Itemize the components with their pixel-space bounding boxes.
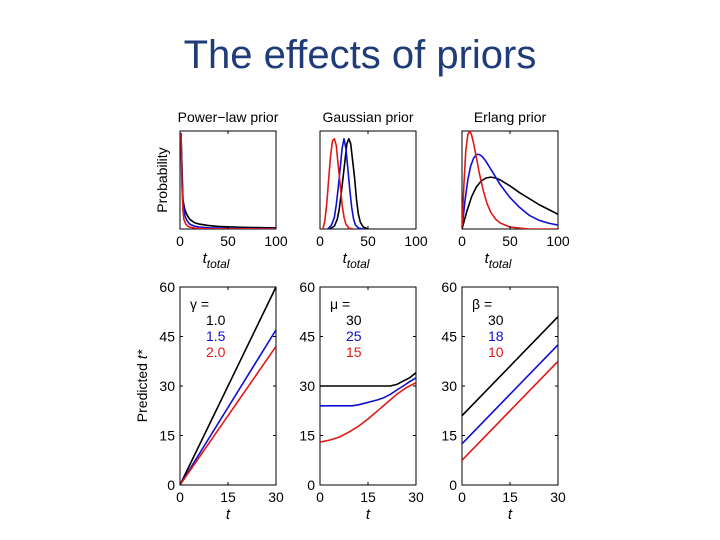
slide-title: The effects of priors — [183, 33, 537, 77]
y-tick-label: 45 — [159, 329, 175, 345]
x-tick-label: 15 — [360, 489, 376, 505]
legend-title: γ = — [190, 296, 209, 312]
y-axis-label: Probability — [154, 147, 170, 212]
series-group — [320, 372, 416, 443]
legend-entry: 15 — [346, 344, 362, 360]
y-tick-label: 60 — [299, 279, 315, 295]
x-axis-label: t — [508, 506, 513, 523]
x-tick-label: 0 — [458, 233, 466, 249]
powerlaw-prediction-chart: 0 15 30 0 15 30 45 60 t Predicted t* γ =1.01.52.0 — [134, 279, 284, 523]
series-line-red — [462, 360, 558, 461]
x-axis-label: ttotal — [485, 250, 512, 271]
x-tick-label: 0 — [176, 233, 184, 249]
legend-entry: 2.0 — [206, 344, 226, 360]
series-group — [462, 316, 558, 461]
y-tick-label: 30 — [299, 378, 315, 394]
x-axis-label: t — [366, 506, 371, 523]
y-tick-label: 15 — [299, 428, 315, 444]
series-line-blue — [180, 329, 276, 485]
y-tick-label: 45 — [299, 329, 315, 345]
series-line-blue — [462, 344, 558, 445]
y-tick-label: 15 — [159, 428, 175, 444]
x-tick-label: 0 — [176, 489, 184, 505]
series-line-blue — [327, 138, 364, 229]
series-line-red — [462, 131, 558, 229]
y-tick-label: 45 — [441, 329, 457, 345]
chart-title: Erlang prior — [474, 109, 547, 125]
x-tick-label: 50 — [360, 233, 376, 249]
series-line-red — [320, 381, 416, 443]
series-line-red — [180, 132, 276, 229]
x-axis-label: t — [226, 506, 231, 523]
legend-entry: 1.0 — [206, 312, 226, 328]
legend-entry: 25 — [346, 328, 362, 344]
series-line-black — [320, 372, 416, 387]
y-tick-label: 60 — [441, 279, 457, 295]
series-group — [322, 138, 369, 229]
y-tick-label: 15 — [441, 428, 457, 444]
y-axis-label: Predicted t* — [134, 349, 150, 422]
series-line-black — [329, 138, 369, 229]
legend-title: μ = — [330, 296, 350, 312]
series-group — [462, 131, 558, 229]
erlang-prior-chart: 0 50 100 Erlang prior ttotal — [458, 109, 570, 271]
legend-entry: 1.5 — [206, 328, 226, 344]
x-tick-label: 0 — [316, 489, 324, 505]
x-tick-label: 100 — [264, 233, 288, 249]
series-line-blue — [320, 377, 416, 407]
series-group — [180, 287, 276, 485]
plot-frame — [461, 130, 559, 230]
x-tick-label: 15 — [220, 489, 236, 505]
y-tick-label: 0 — [167, 477, 175, 493]
series-line-blue — [180, 132, 276, 229]
x-axis-label: ttotal — [203, 250, 230, 271]
x-tick-label: 0 — [316, 233, 324, 249]
series-line-red — [180, 345, 276, 485]
plot-frame — [461, 286, 559, 486]
chart-title: Gaussian prior — [322, 109, 413, 125]
series-line-red — [322, 138, 354, 229]
legend-entry: 30 — [346, 312, 362, 328]
y-tick-label: 60 — [159, 279, 175, 295]
series-line-black — [462, 316, 558, 417]
x-tick-label: 30 — [550, 489, 566, 505]
x-tick-label: 30 — [408, 489, 424, 505]
gaussian-prior-chart: 0 50 100 Gaussian prior ttotal — [316, 109, 428, 271]
x-tick-label: 15 — [502, 489, 518, 505]
powerlaw-prior-chart: 0 50 100 Power−law prior ttotal Probability — [154, 109, 288, 271]
legend-title: β = — [472, 296, 492, 312]
x-tick-label: 0 — [458, 489, 466, 505]
y-tick-label: 30 — [441, 378, 457, 394]
plot-frame — [179, 130, 277, 230]
series-line-blue — [462, 153, 558, 229]
y-tick-label: 0 — [307, 477, 315, 493]
x-tick-label: 50 — [502, 233, 518, 249]
series-line-black — [180, 287, 276, 485]
series-line-black — [180, 132, 276, 229]
x-tick-label: 50 — [220, 233, 236, 249]
x-tick-label: 100 — [546, 233, 570, 249]
legend-entry: 18 — [488, 328, 504, 344]
y-tick-label: 30 — [159, 378, 175, 394]
legend-entry: 10 — [488, 344, 504, 360]
y-tick-label: 0 — [449, 477, 457, 493]
chart-title: Power−law prior — [178, 109, 279, 125]
series-group — [180, 132, 276, 229]
x-tick-label: 30 — [268, 489, 284, 505]
x-tick-label: 100 — [404, 233, 428, 249]
legend-entry: 30 — [488, 312, 504, 328]
x-axis-label: ttotal — [343, 250, 370, 271]
